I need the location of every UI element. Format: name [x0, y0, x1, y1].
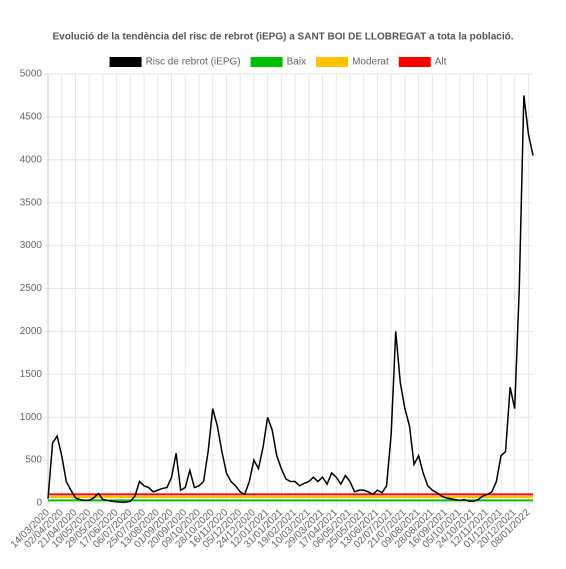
y-tick-label: 0 — [36, 498, 42, 509]
y-tick-label: 2000 — [20, 326, 43, 337]
legend-label: Risc de rebrot (iEPG) — [146, 57, 241, 68]
chart-title: Evolució de la tendència del risc de reb… — [52, 32, 513, 43]
y-tick-label: 4500 — [20, 112, 43, 123]
y-tick-label: 1500 — [20, 369, 43, 380]
y-tick-label: 5000 — [20, 69, 43, 80]
series-line — [47, 95, 534, 503]
legend-label: Alt — [435, 57, 447, 68]
legend-swatch — [398, 57, 431, 67]
legend-label: Baix — [287, 57, 306, 68]
legend-swatch — [316, 57, 349, 67]
legend-swatch — [109, 57, 142, 67]
y-tick-label: 1000 — [20, 412, 43, 423]
y-tick-label: 4000 — [20, 154, 43, 165]
legend-label: Moderat — [352, 57, 389, 68]
y-tick-label: 500 — [25, 455, 42, 466]
y-tick-label: 2500 — [20, 283, 43, 294]
legend-swatch — [250, 57, 283, 67]
y-tick-label: 3000 — [20, 240, 43, 251]
y-tick-label: 3500 — [20, 197, 43, 208]
